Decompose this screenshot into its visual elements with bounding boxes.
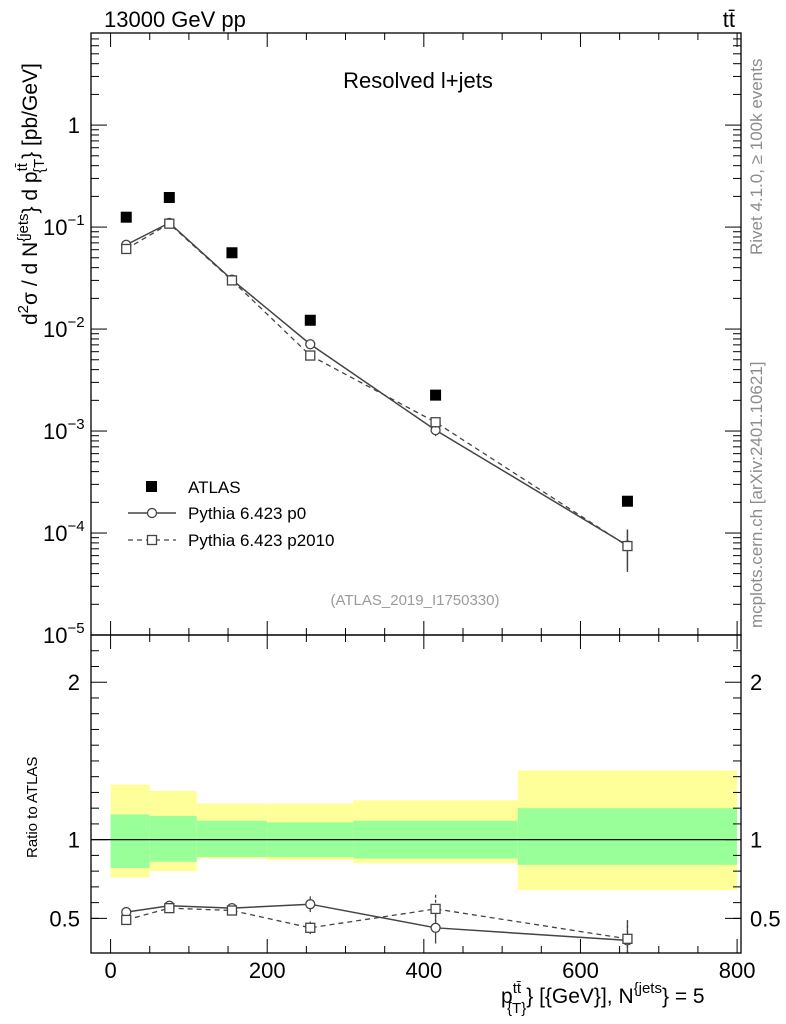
- ratio-line-p0: [126, 903, 628, 942]
- legend-label-p2010: Pythia 6.423 p2010: [188, 531, 335, 550]
- y-tick-label: 1: [68, 113, 80, 138]
- ratio-point: [226, 905, 238, 916]
- legend-marker-atlas: [146, 481, 157, 492]
- series-line-p0: [125, 221, 628, 547]
- legend-label-atlas: ATLAS: [188, 478, 241, 497]
- data-point-atlas: [621, 495, 633, 507]
- x-axis-label: ptt̄ {T}} [{GeV}], N{jets} = 5: [501, 980, 705, 1017]
- ratio-line-p2010: [126, 907, 628, 940]
- data-point: [622, 540, 633, 552]
- ratio-plot-frame: [90, 634, 742, 954]
- ratio-point: [164, 902, 175, 914]
- ratio-ylabel: Ratio to ATLAS: [24, 757, 41, 858]
- data-point: [164, 218, 175, 229]
- ratio-y-tick-label-right: 1: [750, 828, 762, 853]
- series-line-p2010: [125, 222, 628, 547]
- y-tick-exponent: −4: [67, 518, 84, 535]
- header-right: tt̄: [723, 7, 735, 32]
- rivet-label: Rivet 4.1.0, ≥ 100k events: [747, 59, 766, 255]
- ratio-band-inner: [110, 814, 150, 868]
- y-tick-label: 10−3: [43, 416, 85, 444]
- ratio-y-tick-label-left: 0.5: [49, 906, 80, 931]
- x-tick-label: 800: [719, 958, 756, 983]
- main-ylabel: d2σ / d N{jets} d ptt̄{T} [pb/GeV]: [14, 63, 48, 325]
- y-tick-exponent: −1: [67, 212, 84, 229]
- ratio-point: [121, 914, 132, 926]
- x-tick-label: 200: [249, 958, 286, 983]
- x-tick-label: 400: [405, 958, 442, 983]
- data-point: [226, 275, 238, 286]
- ratio-point: [622, 933, 633, 944]
- ratio-point: [305, 899, 316, 910]
- ratio-band-inner: [149, 816, 197, 862]
- ratio-y-tick-label-right: 2: [750, 670, 762, 695]
- y-tick-label: 10−2: [43, 314, 85, 342]
- y-tick-label: 10−5: [43, 620, 85, 648]
- plot-title: Resolved l+jets: [343, 68, 493, 93]
- data-point: [121, 243, 132, 255]
- mcplots-label: mcplots.cern.ch [arXiv:2401.10621]: [747, 362, 766, 628]
- ratio-band-inner: [196, 820, 268, 857]
- data-point: [305, 339, 316, 350]
- ratio-point: [430, 903, 441, 915]
- ratio-point: [430, 922, 441, 933]
- ratio-plot-series: [121, 894, 633, 953]
- y-tick-exponent: −5: [67, 620, 84, 637]
- legend-marker-p2010: [146, 534, 158, 546]
- data-point-atlas: [226, 247, 238, 259]
- analysis-tag: (ATLAS_2019_I1750330): [330, 592, 499, 609]
- y-tick-exponent: −3: [67, 416, 84, 433]
- ratio-y-tick-label-left: 2: [68, 670, 80, 695]
- ratio-bands: [91, 770, 741, 891]
- x-tick-label: 600: [562, 958, 599, 983]
- data-point: [305, 350, 316, 361]
- y-tick-exponent: −2: [67, 314, 84, 331]
- axis-ticks: 0 200 400 600 800 1 10−1 10−2 10−3 10−4 10−5 2 2 1 1 0.…: [43, 32, 781, 983]
- data-point-atlas: [430, 389, 442, 401]
- ratio-band-inner: [517, 808, 738, 865]
- y-tick-label: 10−1: [43, 212, 85, 240]
- data-point-atlas: [304, 314, 316, 326]
- legend-label-p0: Pythia 6.423 p0: [188, 504, 306, 523]
- header-left: 13000 GeV pp: [104, 7, 246, 32]
- ratio-point: [305, 922, 316, 933]
- data-point: [430, 417, 441, 428]
- legend-marker-p0: [146, 507, 158, 519]
- legend: ATLAS Pythia 6.423 p0 Pythia 6.423 p2010: [128, 478, 335, 550]
- x-tick-label: 0: [104, 958, 116, 983]
- main-plot-series: [120, 192, 633, 572]
- data-point-atlas: [120, 211, 132, 223]
- ratio-y-tick-label-right: 0.5: [750, 906, 781, 931]
- ratio-y-tick-label-left: 1: [68, 828, 80, 853]
- y-tick-label: 10−4: [43, 518, 85, 546]
- data-point-atlas: [163, 192, 175, 204]
